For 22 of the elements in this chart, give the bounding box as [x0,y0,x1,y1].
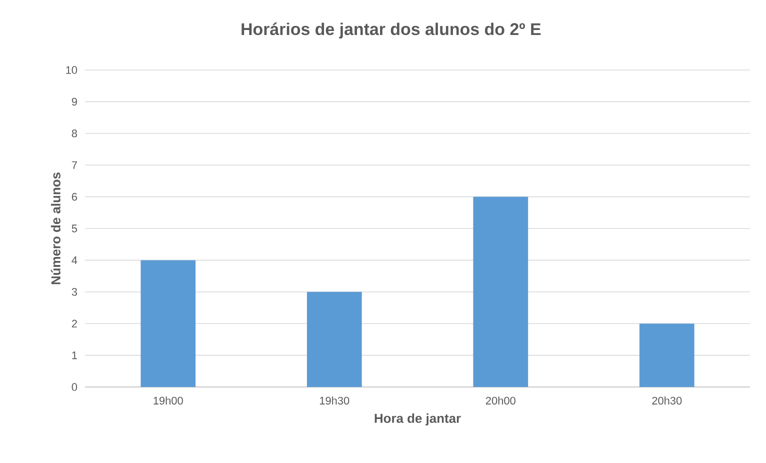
y-tick-label: 10 [66,66,78,74]
y-tick-label: 8 [72,130,77,138]
y-axis-title: Número de alunos [50,172,60,284]
y-tick-label: 5 [72,224,78,232]
y-tick-label: 9 [72,98,77,106]
x-axis-title: Hora de jantar [374,413,461,426]
y-tick-label: 3 [72,288,77,296]
chart-title: Horários de jantar dos alunos do 2º E [242,22,541,38]
y-tick-label: 0 [72,383,78,391]
bar [473,196,528,387]
y-tick-label: 1 [72,352,77,360]
y-tick-label: 7 [72,161,77,169]
bar [306,292,362,387]
x-tick-label: 20h00 [486,396,516,405]
x-tick-label: 19h30 [320,396,350,405]
x-tick-label: 20h30 [652,396,682,405]
y-tick-label: 4 [72,256,78,264]
bar [639,324,694,387]
y-tick-label: 2 [72,320,77,328]
x-tick-label: 19h00 [154,396,183,405]
bar [140,260,196,387]
y-tick-label: 6 [72,192,77,201]
